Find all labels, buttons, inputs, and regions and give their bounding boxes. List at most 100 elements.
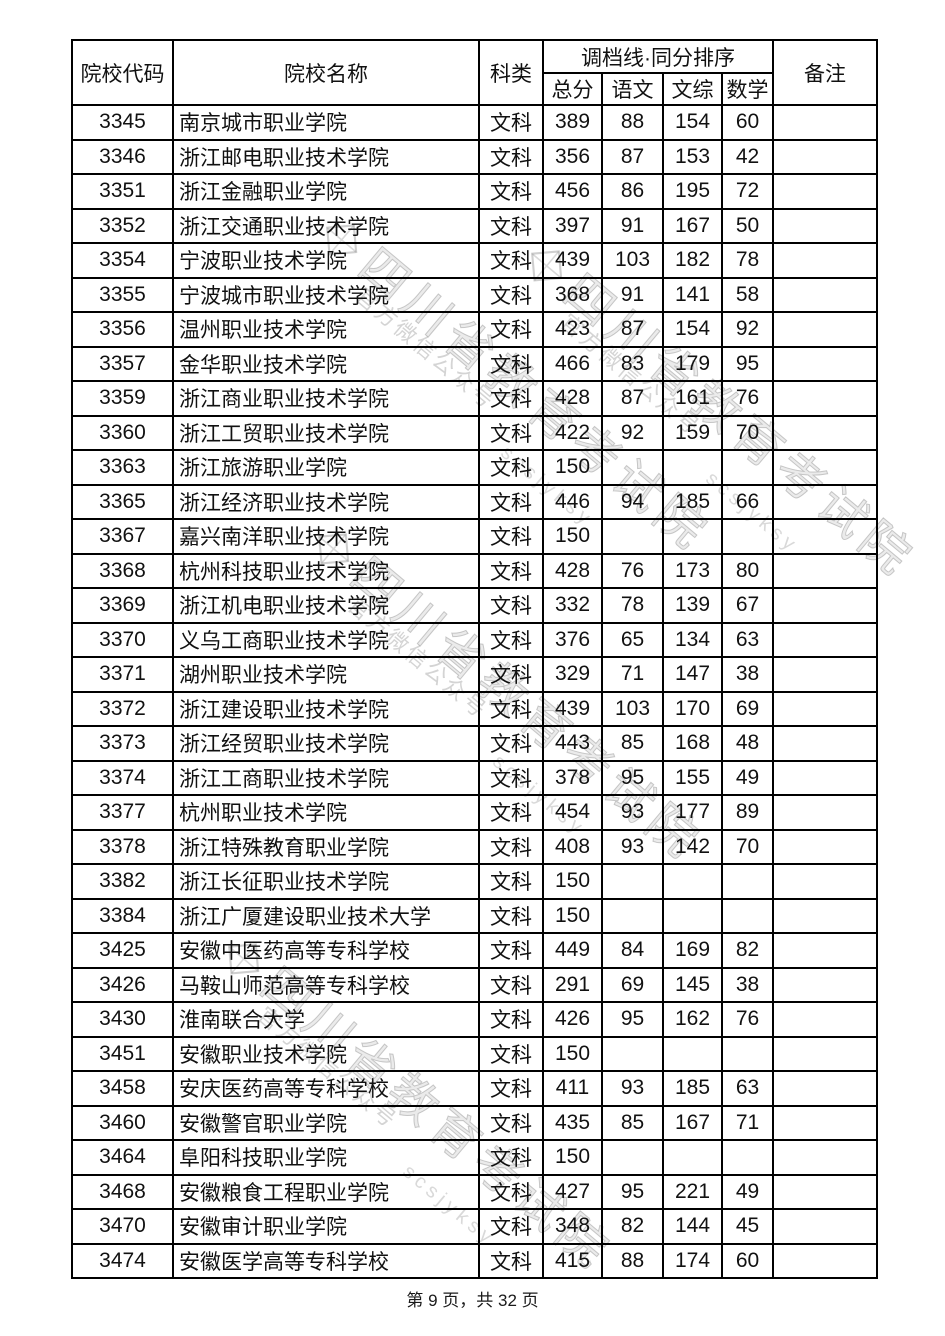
cell-math-score: 70 — [721, 828, 774, 865]
cell-college-name: 浙江金融职业学院 — [172, 173, 480, 210]
cell-arts-comprehensive-score: 154 — [662, 311, 723, 348]
cell-college-name: 浙江广厦建设职业技术大学 — [172, 897, 480, 934]
cell-category: 文科 — [478, 414, 544, 451]
cell-category: 文科 — [478, 725, 544, 762]
cell-arts-comprehensive-score: 174 — [662, 1242, 723, 1279]
cell-remark — [772, 794, 878, 831]
cell-remark — [772, 104, 878, 141]
cell-arts-comprehensive-score — [662, 1035, 723, 1072]
cell-category: 文科 — [478, 1173, 544, 1210]
header-total-score: 总分 — [542, 72, 603, 106]
cell-total-score: 411 — [542, 1070, 603, 1107]
cell-remark — [772, 1173, 878, 1210]
table-row: 3354 宁波职业技术学院 文科 439 103 182 78 — [71, 242, 878, 279]
cell-college-code: 3458 — [71, 1070, 174, 1107]
cell-chinese-score: 95 — [601, 1001, 664, 1038]
header-cutoff-group: 调档线·同分排序 — [542, 39, 774, 74]
cell-math-score — [721, 1139, 774, 1176]
cell-math-score: 70 — [721, 414, 774, 451]
cell-college-code: 3357 — [71, 345, 174, 382]
cell-college-code: 3377 — [71, 794, 174, 831]
cell-math-score: 60 — [721, 1242, 774, 1279]
cell-chinese-score: 76 — [601, 552, 664, 589]
cell-category: 文科 — [478, 1242, 544, 1279]
cell-chinese-score: 95 — [601, 759, 664, 796]
table-row: 3426 马鞍山师范高等专科学校 文科 291 69 145 38 — [71, 966, 878, 1003]
cell-total-score: 376 — [542, 621, 603, 658]
cell-college-code: 3360 — [71, 414, 174, 451]
table-row: 3458 安庆医药高等专科学校 文科 411 93 185 63 — [71, 1070, 878, 1107]
table-row: 3356 温州职业技术学院 文科 423 87 154 92 — [71, 311, 878, 348]
cell-total-score: 443 — [542, 725, 603, 762]
cell-college-code: 3370 — [71, 621, 174, 658]
cell-college-code: 3468 — [71, 1173, 174, 1210]
table-row: 3425 安徽中医药高等专科学校 文科 449 84 169 82 — [71, 932, 878, 969]
cell-chinese-score: 103 — [601, 690, 664, 727]
cell-arts-comprehensive-score: 167 — [662, 207, 723, 244]
cell-total-score: 449 — [542, 932, 603, 969]
cell-arts-comprehensive-score — [662, 897, 723, 934]
cell-chinese-score — [601, 1139, 664, 1176]
cell-college-code: 3354 — [71, 242, 174, 279]
cell-category: 文科 — [478, 1104, 544, 1141]
cell-remark — [772, 897, 878, 934]
cell-category: 文科 — [478, 932, 544, 969]
cell-college-code: 3352 — [71, 207, 174, 244]
cell-total-score: 150 — [542, 1139, 603, 1176]
table-row: 3451 安徽职业技术学院 文科 150 — [71, 1035, 878, 1072]
cell-college-name: 安徽中医药高等专科学校 — [172, 932, 480, 969]
cell-total-score: 389 — [542, 104, 603, 141]
table-row: 3378 浙江特殊教育职业学院 文科 408 93 142 70 — [71, 828, 878, 865]
cell-remark — [772, 207, 878, 244]
cell-total-score: 439 — [542, 242, 603, 279]
cell-chinese-score: 71 — [601, 656, 664, 693]
cell-category: 文科 — [478, 1035, 544, 1072]
table-row: 3371 湖州职业技术学院 文科 329 71 147 38 — [71, 656, 878, 693]
cell-math-score: 38 — [721, 966, 774, 1003]
cell-chinese-score: 93 — [601, 828, 664, 865]
cell-total-score: 150 — [542, 897, 603, 934]
cell-total-score: 368 — [542, 276, 603, 313]
cell-college-code: 3365 — [71, 483, 174, 520]
cell-remark — [772, 1035, 878, 1072]
cell-college-name: 浙江经济职业技术学院 — [172, 483, 480, 520]
cell-college-code: 3470 — [71, 1208, 174, 1245]
cell-total-score: 439 — [542, 690, 603, 727]
cell-category: 文科 — [478, 345, 544, 382]
cell-chinese-score: 69 — [601, 966, 664, 1003]
cell-college-name: 马鞍山师范高等专科学校 — [172, 966, 480, 1003]
cell-math-score: 80 — [721, 552, 774, 589]
cell-college-name: 义乌工商职业技术学院 — [172, 621, 480, 658]
cell-college-code: 3351 — [71, 173, 174, 210]
cell-chinese-score — [601, 449, 664, 486]
header-college-name: 院校名称 — [172, 39, 480, 106]
cell-category: 文科 — [478, 483, 544, 520]
cell-math-score: 49 — [721, 759, 774, 796]
cell-college-name: 安徽职业技术学院 — [172, 1035, 480, 1072]
cell-arts-comprehensive-score: 144 — [662, 1208, 723, 1245]
cell-arts-comprehensive-score: 134 — [662, 621, 723, 658]
cell-math-score — [721, 518, 774, 555]
cell-math-score: 95 — [721, 345, 774, 382]
cell-college-name: 浙江商业职业技术学院 — [172, 380, 480, 417]
cell-college-code: 3384 — [71, 897, 174, 934]
cell-total-score: 378 — [542, 759, 603, 796]
cell-category: 文科 — [478, 656, 544, 693]
cell-math-score — [721, 863, 774, 900]
cell-remark — [772, 1139, 878, 1176]
cell-total-score: 427 — [542, 1173, 603, 1210]
cell-math-score: 67 — [721, 587, 774, 624]
table-row: 3372 浙江建设职业技术学院 文科 439 103 170 69 — [71, 690, 878, 727]
cell-math-score: 48 — [721, 725, 774, 762]
cell-chinese-score: 91 — [601, 276, 664, 313]
cell-arts-comprehensive-score — [662, 518, 723, 555]
cell-chinese-score: 85 — [601, 1104, 664, 1141]
cell-chinese-score: 87 — [601, 311, 664, 348]
cell-chinese-score — [601, 1035, 664, 1072]
table-row: 3474 安徽医学高等专科学校 文科 415 88 174 60 — [71, 1242, 878, 1279]
cell-remark — [772, 242, 878, 279]
cell-college-name: 南京城市职业学院 — [172, 104, 480, 141]
cell-arts-comprehensive-score: 179 — [662, 345, 723, 382]
cell-math-score — [721, 1035, 774, 1072]
